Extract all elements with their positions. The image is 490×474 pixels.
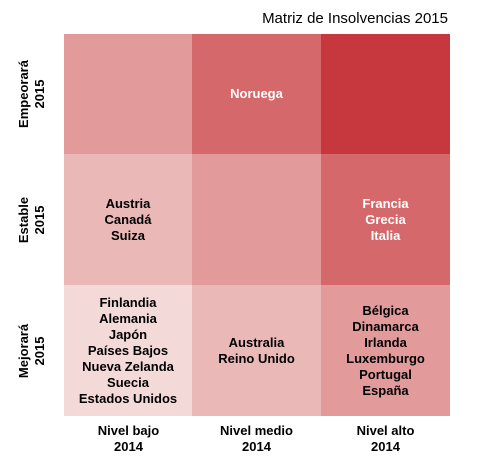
- col-label-text: Nivel medio: [220, 423, 293, 438]
- country-label: Portugal: [359, 366, 412, 382]
- matrix-cell-r0-c0: [64, 34, 192, 154]
- insolvency-matrix: Noruega Austria Canadá Suiza Francia Grecia It…: [64, 34, 450, 416]
- country-label: Reino Unido: [218, 350, 295, 366]
- country-label: Suiza: [111, 227, 145, 243]
- country-label: Irlanda: [364, 334, 407, 350]
- country-label: Alemania: [99, 310, 157, 326]
- col-label-year: 2014: [371, 439, 400, 454]
- row-label-text: Mejorará: [15, 323, 31, 378]
- row-label-text: Estable: [16, 196, 31, 243]
- col-label-nivel-medio: Nivel medio 2014: [192, 423, 321, 455]
- col-label-text: Nivel bajo: [97, 423, 160, 438]
- col-label-nivel-bajo: Nivel bajo 2014: [64, 423, 193, 455]
- matrix-cell-r2-c2: Bélgica Dinamarca Irlanda Luxemburgo Portuga…: [321, 285, 450, 416]
- matrix-cell-r0-c2: [321, 34, 450, 154]
- country-label: Estados Unidos: [78, 390, 178, 406]
- country-label: Nueva Zelanda: [82, 358, 174, 374]
- col-label-year: 2014: [242, 439, 271, 454]
- col-label-year: 2014: [114, 439, 143, 454]
- country-label: Bélgica: [362, 302, 409, 318]
- matrix-cell-r2-c1: Australia Reino Unido: [192, 285, 321, 416]
- row-label-text: Empeorará: [16, 60, 32, 128]
- country-label: Finlandia: [99, 294, 157, 310]
- country-label: Noruega: [230, 86, 283, 101]
- country-label: Dinamarca: [352, 318, 419, 334]
- country-label: Suecia: [107, 374, 149, 390]
- chart-title: Matriz de Insolvencias 2015: [262, 10, 448, 27]
- matrix-cell-r2-c0: Finlandia Alemania Japón Países Bajos Nueva …: [64, 285, 192, 416]
- country-label: Italia: [370, 227, 401, 243]
- country-label: Luxemburgo: [346, 350, 425, 366]
- row-label-empeorara: Empeorará 2015: [0, 34, 64, 154]
- matrix-cell-r1-c2: Francia Grecia Italia: [321, 154, 450, 285]
- row-label-year: 2015: [31, 336, 47, 365]
- country-label: Países Bajos: [87, 342, 169, 358]
- col-label-text: Nivel alto: [356, 423, 415, 438]
- row-label-year: 2015: [32, 205, 47, 234]
- row-label-estable: Estable 2015: [0, 154, 64, 285]
- country-label: Grecia: [365, 211, 406, 227]
- country-label: Canadá: [104, 211, 152, 227]
- matrix-cell-r1-c0: Austria Canadá Suiza: [64, 154, 192, 285]
- row-label-mejorara: Mejorará 2015: [0, 285, 64, 416]
- country-label: Japón: [108, 326, 148, 342]
- matrix-cell-r1-c1: [192, 154, 321, 285]
- country-label: Francia: [362, 195, 409, 211]
- row-label-year: 2015: [32, 79, 48, 109]
- country-label: España: [362, 382, 409, 398]
- country-label: Australia: [228, 334, 285, 350]
- col-label-nivel-alto: Nivel alto 2014: [321, 423, 450, 455]
- matrix-cell-r0-c1: Noruega: [192, 34, 321, 154]
- country-label: Austria: [105, 195, 151, 211]
